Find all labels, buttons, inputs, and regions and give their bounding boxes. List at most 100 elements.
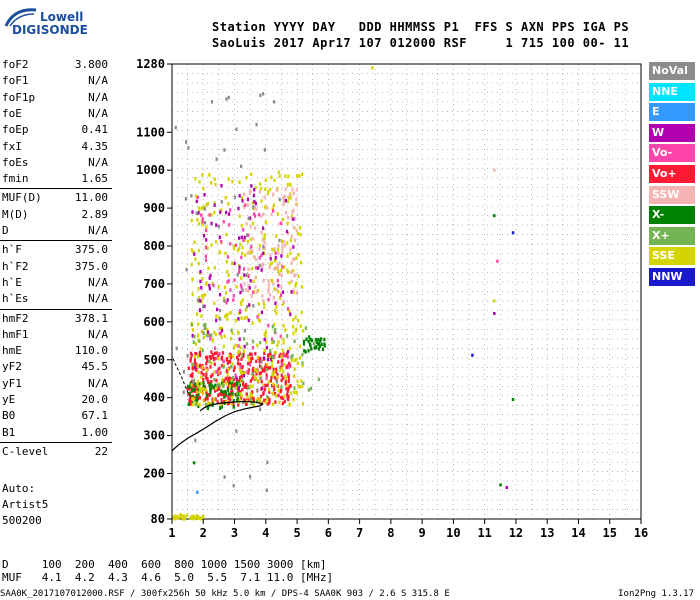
trace-point [269,355,272,359]
trace-point [235,355,239,360]
trace-point [190,194,193,198]
param-row: h`F 375.0 [0,242,112,258]
trace-point [302,342,306,346]
trace-point [246,203,249,207]
trace-point [255,371,258,376]
trace-point [267,283,271,287]
param-name: hmF1 [2,327,29,341]
trace-point [190,383,193,387]
trace-point [280,362,283,367]
digisonde-logo-icon [4,8,37,27]
param-name: hmE [2,344,22,358]
trace-point [235,429,238,433]
trace-point [202,331,205,335]
autoscaling-artist: Artist5 [2,498,49,511]
trace-point [283,265,286,269]
trace-point [213,351,217,356]
trace-point [288,281,291,285]
param-value: 11.00 [74,191,108,205]
trace-point [206,397,209,401]
trace-point [292,226,296,230]
trace-point [191,292,194,297]
trace-point [225,97,228,101]
trace-point [274,400,277,404]
trace-point [204,323,207,327]
param-value: N/A [88,292,108,306]
trace-point [233,261,236,266]
trace-point [190,402,193,406]
trace-point [237,206,240,211]
trace-point [277,389,280,393]
trace-point [271,371,274,376]
trace-point [238,397,241,402]
trace-point [284,187,287,191]
trace-point [304,326,307,330]
trace-point [260,268,263,272]
trace-point [256,315,259,319]
param-row: MUF(D) 11.00 [0,190,112,206]
trace-point [243,316,246,321]
trace-point [232,368,236,373]
trace-point [210,333,213,337]
trace-point [295,188,298,192]
trace-point [268,353,271,357]
param-value: N/A [88,327,108,341]
trace-point [203,207,207,211]
trace-point [191,362,194,367]
trace-point [224,393,227,398]
trace-point [247,361,250,366]
trace-point [199,363,202,368]
trace-point [191,210,194,214]
trace-point [271,391,274,396]
trace-point [270,383,274,388]
trace-point [299,232,302,237]
trace-point [226,372,229,377]
trace-point [239,242,242,247]
trace-point [317,377,320,382]
x-tick-label: 3 [231,526,238,540]
param-row: foF1 N/A [0,73,112,89]
trace-point [268,265,271,270]
trace-point [293,374,296,378]
trace-point [277,289,280,294]
trace-point [262,251,265,256]
trace-point [249,394,252,398]
trace-point [228,352,231,357]
trace-point [259,394,263,399]
trace-point [294,327,298,332]
trace-point [197,388,200,392]
trace-point [208,213,211,217]
trace-point [258,247,261,252]
trace-point [228,212,231,216]
trace-point [259,93,262,98]
trace-point [265,376,268,381]
trace-point [290,261,293,265]
trace-point [274,394,277,398]
trace-point [262,92,265,96]
trace-point [244,308,247,312]
trace-point [235,376,238,380]
trace-point [205,368,208,373]
trace-point [189,351,193,356]
trace-point [286,355,290,359]
trace-point [239,396,243,400]
trace-point [250,184,253,188]
trace-point [256,388,259,392]
x-tick-label: 7 [356,526,363,540]
trace-point [264,400,267,404]
trace-point [269,379,273,383]
trace-point [296,291,299,295]
trace-point [284,328,287,332]
trace-point [220,200,223,204]
trace-point [314,345,317,349]
trace-point [251,372,254,376]
trace-point [205,238,208,242]
trace-point [190,262,193,267]
trace-point [283,353,286,357]
trace-point [252,304,255,308]
trace-point [229,355,233,360]
trace-point [253,367,257,372]
trace-point [249,216,253,221]
trace-point [234,392,237,397]
trace-point [202,294,205,298]
